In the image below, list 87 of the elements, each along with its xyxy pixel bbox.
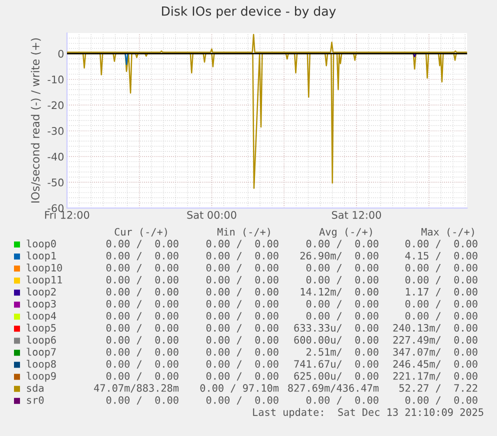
text: 0.00 / 0.00 <box>206 252 278 260</box>
text: 633.33u/ 0.00 <box>294 324 378 332</box>
legend-label: loop7 <box>26 348 56 358</box>
text: 2.51m/ 0.00 <box>306 348 378 357</box>
text: 0.00 / 0.00 <box>106 252 178 260</box>
legend-label: loop2 <box>26 288 56 298</box>
legend-label: loop3 <box>26 300 56 310</box>
text: 0.00 / 97.10m <box>200 384 279 393</box>
text: 14.12m/ 0.00 <box>300 288 378 296</box>
x-tick-label: Fri 12:00 <box>45 210 90 219</box>
text: 0.00 / 0.00 <box>106 336 178 345</box>
text: 0.00 / 0.00 <box>106 240 178 248</box>
text: 0.00 / 0.00 <box>206 348 278 357</box>
text: 0.00 / 0.00 <box>405 240 478 248</box>
text: 0.00 / 0.00 <box>206 276 278 284</box>
text: Min (-/+) <box>217 228 270 237</box>
text: Last update: Sat Dec 13 21:10:09 2025 <box>253 408 484 418</box>
text: 347.07m/ 0.00 <box>393 348 478 357</box>
text: 0.00 / 0.00 <box>106 276 178 284</box>
text: 0.00 / 0.00 <box>106 300 178 308</box>
text: 0.00 / 0.00 <box>306 276 378 284</box>
text: 0.00 / 0.00 <box>306 240 378 248</box>
text: 600.00u/ 0.00 <box>294 336 378 345</box>
y-tick-label: 0 <box>58 50 64 58</box>
text: 0.00 / 0.00 <box>106 348 178 357</box>
text: 0.00 / 0.00 <box>106 372 178 381</box>
text: 0.00 / 0.00 <box>306 264 378 272</box>
text: Max (-/+) <box>421 228 474 237</box>
text: 26.90m/ 0.00 <box>300 252 378 260</box>
y-axis-title: IOs/second read (-) / write (+) <box>30 38 41 203</box>
text: 0.00 / 0.00 <box>106 360 178 369</box>
legend-label: loop10 <box>26 264 62 274</box>
text: 0.00 / 0.00 <box>306 312 378 320</box>
text: 0.00 / 0.00 <box>206 300 278 308</box>
legend-label: sr0 <box>27 396 44 404</box>
text: Avg (-/+) <box>319 228 372 238</box>
legend-label: loop4 <box>26 312 56 322</box>
text: 0.00 / 0.00 <box>206 264 278 272</box>
text: 0.00 / 0.00 <box>206 324 278 332</box>
legend-label: loop0 <box>26 240 56 250</box>
text: 0.00 / 0.00 <box>405 276 478 284</box>
text: 0.00 / 0.00 <box>206 288 278 296</box>
text: 0.00 / 0.00 <box>206 336 278 345</box>
text: 741.67u/ 0.00 <box>294 360 378 369</box>
text: 221.17m/ 0.00 <box>393 372 478 381</box>
x-tick-label: Sat 12:00 <box>332 210 382 219</box>
y-tick-label: -30 <box>48 127 64 135</box>
text: 0.00 / 0.00 <box>206 372 278 381</box>
text: 0.00 / 0.00 <box>405 396 478 405</box>
y-tick-label: -50 <box>48 178 64 186</box>
text: 0.00 / 0.00 <box>405 264 478 272</box>
legend-label: loop9 <box>26 372 56 382</box>
text: 4.15 / 0.00 <box>405 252 478 260</box>
text: 0.00 / 0.00 <box>306 396 378 405</box>
text: 0.00 / 0.00 <box>106 312 178 320</box>
text: 47.07m/883.28m <box>94 384 179 393</box>
text: 625.00u/ 0.00 <box>294 372 378 381</box>
text: 1.17 / 0.00 <box>406 288 478 296</box>
y-tick-label: -20 <box>48 101 64 110</box>
text: 0.00 / 0.00 <box>106 264 178 272</box>
text: 0.00 / 0.00 <box>106 396 178 405</box>
text: 0.00 / 0.00 <box>405 300 478 308</box>
text: 0.00 / 0.00 <box>206 240 278 248</box>
text: 240.13m/ 0.00 <box>393 324 478 332</box>
legend-label: loop11 <box>26 276 62 286</box>
text: 827.69m/436.47m <box>288 384 379 393</box>
legend-label: loop5 <box>26 324 56 334</box>
legend-label: loop6 <box>26 336 56 346</box>
text: 0.00 / 0.00 <box>206 396 278 405</box>
x-tick-label: Sat 00:00 <box>187 210 236 219</box>
text: Cur (-/+) <box>114 228 167 237</box>
text: 246.45m/ 0.00 <box>393 360 478 369</box>
legend-label: sda <box>27 384 44 392</box>
legend-label: loop8 <box>26 360 56 370</box>
y-tick-label: -60 <box>48 204 64 212</box>
text: 0.00 / 0.00 <box>405 312 478 320</box>
legend-label: loop1 <box>26 252 56 262</box>
text: 0.00 / 0.00 <box>306 300 378 308</box>
text: 0.00 / 0.00 <box>206 312 278 320</box>
y-tick-label: -40 <box>48 152 64 161</box>
text: 0.00 / 0.00 <box>206 360 278 369</box>
y-tick-label: -10 <box>48 76 64 84</box>
text: 227.49m/ 0.00 <box>393 336 478 345</box>
text: 0.00 / 0.00 <box>106 324 178 332</box>
chart-title: Disk IOs per device - by day <box>162 6 336 18</box>
text: 52.27 / 7.22 <box>399 384 478 393</box>
text: 0.00 / 0.00 <box>106 288 178 296</box>
